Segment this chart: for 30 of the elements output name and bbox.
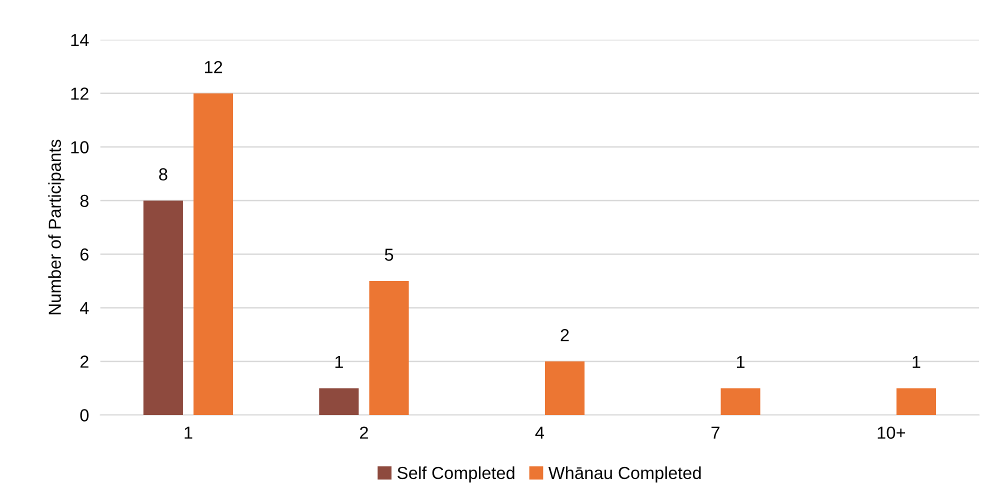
y-tick-label: 8 (80, 194, 89, 208)
data-label: 1 (912, 356, 920, 368)
data-label: 8 (159, 168, 168, 180)
x-tick-label: 10+ (878, 426, 906, 439)
y-tick-label: 10 (71, 141, 89, 154)
bar (194, 93, 234, 415)
bar (720, 388, 760, 415)
x-tick-label: 4 (535, 426, 544, 439)
bar (319, 388, 359, 415)
bar (544, 361, 585, 415)
data-label: 1 (737, 356, 744, 368)
y-tick-label: 0 (80, 409, 89, 422)
data-label: 5 (384, 248, 394, 261)
x-tick-label: 7 (712, 426, 720, 439)
data-label: 1 (335, 356, 343, 368)
y-tick-label: 14 (71, 34, 89, 46)
bar (369, 280, 409, 415)
data-label: 12 (204, 60, 222, 74)
legend-label: Whānau Completed (548, 466, 701, 483)
y-axis-title: Number of Participants (48, 140, 64, 314)
x-tick-label: 1 (184, 426, 192, 439)
bar (896, 388, 936, 415)
x-tick-label: 2 (360, 426, 368, 439)
y-tick-label: 2 (80, 356, 88, 368)
y-tick-label: 4 (80, 302, 89, 314)
bar (143, 200, 183, 415)
y-tick-label: 12 (71, 88, 88, 100)
data-label: 2 (560, 329, 569, 342)
y-tick-label: 6 (80, 248, 88, 261)
legend-label: Self Completed (398, 466, 514, 483)
